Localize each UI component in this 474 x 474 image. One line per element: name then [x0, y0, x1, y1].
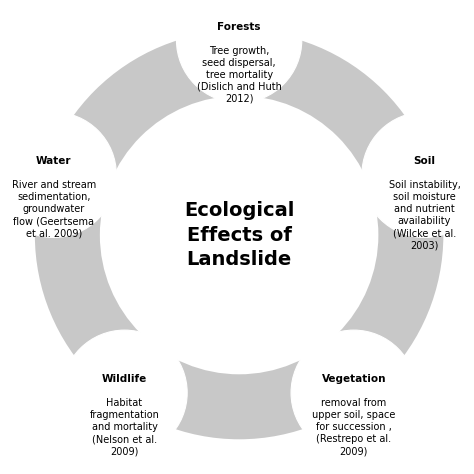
Circle shape [291, 330, 416, 456]
Circle shape [0, 112, 116, 237]
Text: River and stream
sedimentation,
groundwater
flow (Geertsema
et al. 2009): River and stream sedimentation, groundwa… [11, 181, 96, 238]
Circle shape [149, 145, 329, 326]
Text: removal from
upper soil, space
for succession ,
(Restrepo et al.
2009): removal from upper soil, space for succe… [312, 398, 395, 456]
Text: Forests: Forests [218, 22, 261, 32]
Text: Habitat
fragmentation
and mortality
(Nelson et al.
2009): Habitat fragmentation and mortality (Nel… [90, 398, 159, 456]
Text: Wildlife: Wildlife [102, 374, 147, 384]
Text: Tree growth,
seed dispersal,
tree mortality
(Dislich and Huth
2012): Tree growth, seed dispersal, tree mortal… [197, 46, 282, 104]
Text: Vegetation: Vegetation [321, 374, 386, 384]
Circle shape [100, 96, 378, 374]
Circle shape [35, 31, 443, 439]
Circle shape [362, 112, 474, 237]
Circle shape [62, 330, 187, 456]
Text: Ecological
Effects of
Landslide: Ecological Effects of Landslide [184, 201, 294, 269]
Text: Water: Water [36, 156, 72, 166]
Text: Soil instability,
soil moisture
and nutrient
availability
(Wilcke et al.
2003): Soil instability, soil moisture and nutr… [389, 181, 460, 250]
Text: Soil: Soil [413, 156, 436, 166]
Circle shape [176, 0, 302, 103]
